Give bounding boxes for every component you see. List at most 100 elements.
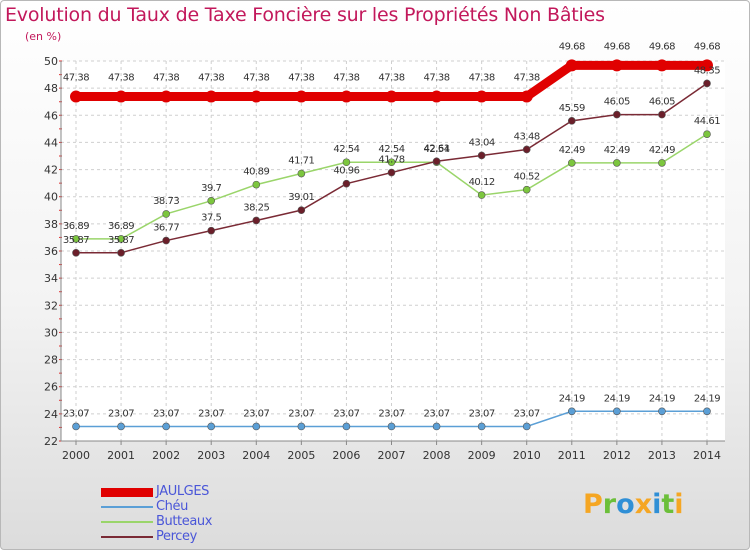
data-label-butteaux: 36.89 xyxy=(108,221,134,232)
point-cheu xyxy=(613,407,621,416)
data-label-butteaux: 41.71 xyxy=(288,156,314,167)
data-label-butteaux: 42.49 xyxy=(649,145,675,156)
data-label-butteaux: 42.54 xyxy=(424,144,450,155)
point-percey xyxy=(207,226,216,235)
data-label-butteaux: 38.73 xyxy=(153,196,179,207)
point-cheu xyxy=(207,422,216,431)
legend-label: Butteaux xyxy=(156,514,213,529)
point-jaulges xyxy=(520,90,533,103)
chart-unit-label: (en %) xyxy=(25,30,62,43)
point-cheu xyxy=(297,422,306,431)
point-butteaux xyxy=(72,235,80,243)
data-label-percey: 38.25 xyxy=(243,202,269,213)
data-label-jaulges: 47.38 xyxy=(288,73,314,84)
y-tick-label: 50 xyxy=(44,55,58,68)
data-label-percey: 46.05 xyxy=(649,97,675,108)
data-label-cheu: 23.07 xyxy=(288,408,314,419)
grid xyxy=(61,60,725,442)
data-label-jaulges: 47.38 xyxy=(108,73,134,84)
point-percey xyxy=(658,110,666,119)
data-label-butteaux: 40.12 xyxy=(469,177,495,188)
point-butteaux xyxy=(162,210,170,218)
x-tick-label: 2007 xyxy=(378,449,406,462)
data-label-jaulges: 47.38 xyxy=(378,73,404,84)
point-percey xyxy=(432,157,441,166)
x-tick-label: 2006 xyxy=(332,449,360,462)
point-jaulges xyxy=(295,90,308,103)
x-tick-label: 2000 xyxy=(62,449,90,462)
y-tick-label: 42 xyxy=(44,164,58,177)
data-label-cheu: 23.07 xyxy=(333,408,359,419)
legend-swatch xyxy=(101,521,153,523)
y-tick-label: 36 xyxy=(44,245,58,258)
point-cheu xyxy=(658,407,666,416)
y-tick-label: 22 xyxy=(44,435,58,448)
data-label-jaulges: 49.68 xyxy=(604,41,630,52)
data-label-jaulges: 49.68 xyxy=(694,41,720,52)
data-label-jaulges: 47.38 xyxy=(514,73,540,84)
point-butteaux xyxy=(477,191,486,199)
logo-letter: i xyxy=(674,489,684,520)
point-jaulges xyxy=(385,90,398,103)
x-tick-label: 2003 xyxy=(197,449,225,462)
data-label-butteaux: 39.7 xyxy=(201,183,221,194)
logo-letter: P xyxy=(583,489,603,520)
point-percey xyxy=(117,248,125,257)
point-percey xyxy=(613,110,621,119)
x-tick-label: 2012 xyxy=(603,449,631,462)
y-tick-label: 34 xyxy=(44,272,58,285)
data-label-butteaux: 42.49 xyxy=(604,145,630,156)
point-cheu xyxy=(522,422,531,431)
y-tick-label: 28 xyxy=(44,354,58,367)
data-label-cheu: 23.07 xyxy=(198,408,224,419)
data-label-cheu: 23.07 xyxy=(514,408,540,419)
data-label-butteaux: 42.54 xyxy=(333,144,359,155)
data-label-jaulges: 47.38 xyxy=(333,73,359,84)
data-label-cheu: 23.07 xyxy=(108,408,134,419)
point-jaulges xyxy=(205,90,218,103)
y-tick-label: 24 xyxy=(44,408,58,421)
point-butteaux xyxy=(567,159,576,167)
point-percey xyxy=(252,216,261,225)
point-butteaux xyxy=(658,159,666,167)
logo-letter: r xyxy=(602,489,617,520)
legend-swatch xyxy=(101,488,153,497)
point-butteaux xyxy=(342,158,351,167)
point-cheu xyxy=(477,422,486,431)
point-jaulges xyxy=(430,90,443,103)
data-label-jaulges: 49.68 xyxy=(559,41,585,52)
x-tick-label: 2011 xyxy=(558,449,586,462)
data-label-cheu: 24.19 xyxy=(649,393,675,404)
y-tick-label: 48 xyxy=(44,82,58,95)
logo-letter: t xyxy=(661,489,675,520)
point-percey xyxy=(342,179,351,188)
point-butteaux xyxy=(522,185,531,194)
data-label-butteaux: 42.54 xyxy=(378,144,404,155)
logo-letter: o xyxy=(616,489,635,520)
data-label-jaulges: 47.38 xyxy=(424,73,450,84)
point-percey xyxy=(162,236,170,245)
point-percey xyxy=(72,248,80,257)
data-label-percey: 36.77 xyxy=(153,223,179,234)
point-cheu xyxy=(252,422,261,431)
data-label-percey: 35.87 xyxy=(63,235,89,246)
data-label-percey: 43.04 xyxy=(469,137,495,148)
y-tick-label: 32 xyxy=(44,299,58,312)
data-label-butteaux: 40.89 xyxy=(243,167,269,178)
proxiti-logo: Proxiti xyxy=(583,489,684,520)
data-label-percey: 46.05 xyxy=(604,97,630,108)
data-label-jaulges: 47.38 xyxy=(153,73,179,84)
data-label-jaulges: 47.38 xyxy=(243,73,269,84)
point-cheu xyxy=(432,422,441,431)
data-label-cheu: 23.07 xyxy=(424,408,450,419)
x-tick-label: 2004 xyxy=(242,449,270,462)
point-jaulges xyxy=(70,90,82,103)
point-cheu xyxy=(72,422,80,431)
point-butteaux xyxy=(207,196,216,205)
point-butteaux xyxy=(297,169,306,178)
data-label-cheu: 23.07 xyxy=(153,408,179,419)
data-label-percey: 43.48 xyxy=(514,131,540,142)
point-cheu xyxy=(703,407,711,416)
data-label-butteaux: 40.52 xyxy=(514,172,540,183)
